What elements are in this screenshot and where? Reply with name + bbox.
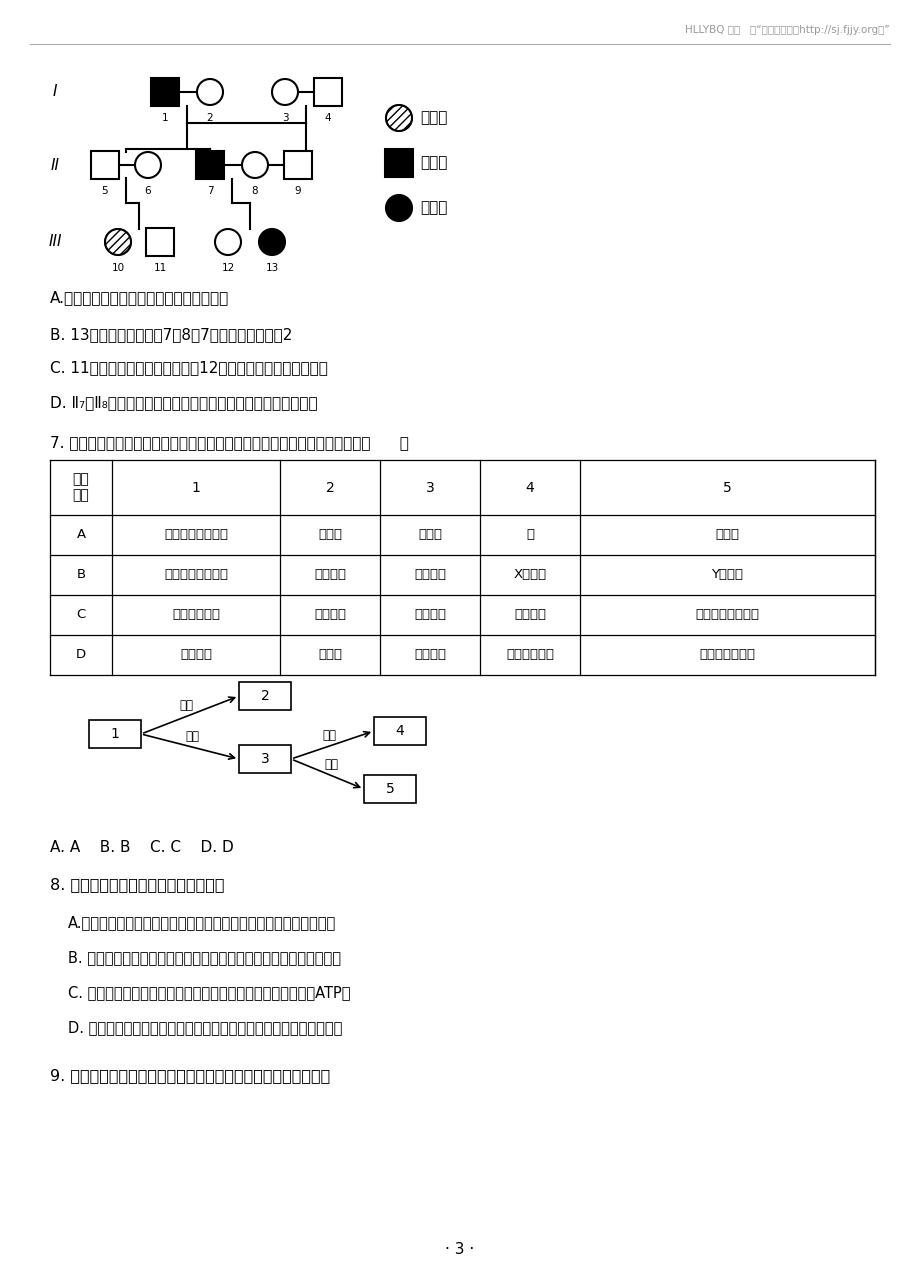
Bar [91, 152, 119, 180]
Bar [374, 717, 425, 745]
Text: D. Ⅱ₇和Ⅱ₈生出两病兼发男孩的概率和两病兼发女孩的概率一样: D. Ⅱ₇和Ⅱ₈生出两病兼发男孩的概率和两病兼发女孩的概率一样 [50, 395, 317, 410]
Circle shape [242, 152, 267, 178]
Text: A.酵母菌经研磨、搅拌、加压过滤后得到的提取液仍可进行呼吸作用: A.酵母菌经研磨、搅拌、加压过滤后得到的提取液仍可进行呼吸作用 [68, 916, 335, 930]
Text: 9: 9 [294, 186, 301, 196]
Text: 4: 4 [324, 113, 331, 124]
Text: B. 13号的致病基因来自7和8，7号的致病基因来自2: B. 13号的致病基因来自7和8，7号的致病基因来自2 [50, 327, 292, 343]
Circle shape [386, 195, 412, 220]
Text: · 3 ·: · 3 · [445, 1242, 474, 1257]
Text: X染色体: X染色体 [513, 568, 546, 581]
Text: 协助（易化）扩散: 协助（易化）扩散 [695, 609, 759, 622]
Text: A. A    B. B    C. C    D. D: A. A B. B C. C D. D [50, 841, 233, 856]
Text: 自由扩散: 自由扩散 [514, 609, 545, 622]
Text: 5: 5 [102, 186, 108, 196]
Circle shape [386, 104, 412, 131]
Text: 性染色体: 性染色体 [414, 568, 446, 581]
Text: 8: 8 [252, 186, 258, 196]
Text: 3: 3 [260, 752, 269, 766]
Text: Y染色体: Y染色体 [710, 568, 743, 581]
Text: 物质跨膜运输: 物质跨膜运输 [172, 609, 220, 622]
Text: 1: 1 [191, 480, 200, 494]
Text: 2: 2 [325, 480, 334, 494]
Text: 分裂期: 分裂期 [318, 648, 342, 661]
Bar [364, 775, 415, 803]
Text: 甲病女: 甲病女 [420, 111, 447, 126]
Text: 4: 4 [525, 480, 534, 494]
Text: 乙病女: 乙病女 [420, 200, 447, 215]
Text: 10: 10 [111, 262, 124, 273]
Text: 有丝分裂: 有丝分裂 [180, 648, 211, 661]
Text: D: D [76, 648, 86, 661]
Text: 5: 5 [722, 480, 732, 494]
Bar [196, 152, 223, 180]
Text: 包括: 包括 [186, 730, 199, 743]
Text: 8. 下列与细胞呼吸有关的叙述正确的是: 8. 下列与细胞呼吸有关的叙述正确的是 [50, 878, 224, 893]
Text: III: III [48, 234, 62, 250]
Text: I: I [52, 84, 57, 99]
Bar [89, 720, 141, 748]
Text: HLLYBQ 整理   供“高中试卷网（http://sj.fjjy.org）”: HLLYBQ 整理 供“高中试卷网（http://sj.fjjy.org）” [685, 25, 889, 34]
Text: B. 缺氧时有氧呼吸的第三阶段无法进行，但是第一、二阶段不受影响: B. 缺氧时有氧呼吸的第三阶段无法进行，但是第一、二阶段不受影响 [68, 950, 341, 966]
Circle shape [272, 79, 298, 104]
Text: A.甲病为常染色体隐性遗传病，乙病为色盲: A.甲病为常染色体隐性遗传病，乙病为色盲 [50, 290, 229, 306]
Text: 11: 11 [153, 262, 166, 273]
Text: 无机盐: 无机盐 [715, 529, 739, 541]
Text: 染色单体分离: 染色单体分离 [505, 648, 553, 661]
Text: 包括: 包括 [179, 699, 193, 712]
Text: C: C [76, 609, 85, 622]
Text: 3: 3 [281, 113, 288, 124]
Circle shape [135, 152, 161, 178]
Text: 水: 水 [526, 529, 533, 541]
Text: 包括: 包括 [322, 729, 336, 741]
Text: 2: 2 [260, 689, 269, 703]
Text: B: B [76, 568, 85, 581]
Text: 常染色体: 常染色体 [313, 568, 346, 581]
Text: 1: 1 [162, 113, 168, 124]
Circle shape [105, 229, 130, 255]
Text: 9. 下列实验中实验材料、试剂或者操作与实验目的不相符合的是: 9. 下列实验中实验材料、试剂或者操作与实验目的不相符合的是 [50, 1069, 330, 1083]
Text: 组成细胞的化合物: 组成细胞的化合物 [164, 529, 228, 541]
Text: 3: 3 [425, 480, 434, 494]
Text: 乙病男: 乙病男 [420, 155, 447, 171]
Text: 7: 7 [207, 186, 213, 196]
Circle shape [259, 229, 285, 255]
Bar [239, 682, 290, 710]
Bar [146, 228, 174, 256]
Bar [151, 78, 179, 106]
Bar [284, 152, 312, 180]
Text: 同源染色体分离: 同源染色体分离 [698, 648, 754, 661]
Text: D. 细胞无线粒体时只能进行无氧呼吸，有线粒体时仍可进行无氧呼吸: D. 细胞无线粒体时只能进行无氧呼吸，有线粒体时仍可进行无氧呼吸 [68, 1020, 342, 1036]
Text: 主动运输: 主动运输 [313, 609, 346, 622]
Text: 2: 2 [207, 113, 213, 124]
Text: II: II [51, 158, 60, 172]
Bar [239, 745, 290, 773]
Text: 4: 4 [395, 724, 404, 738]
Text: 1: 1 [110, 727, 119, 741]
Text: 框号
选项: 框号 选项 [73, 473, 89, 503]
Text: C. 11号携带甲致病基因的几率比12号携带乙致病基因的几率大: C. 11号携带甲致病基因的几率比12号携带乙致病基因的几率大 [50, 361, 327, 376]
Bar [313, 78, 342, 106]
Text: 无机物: 无机物 [417, 529, 441, 541]
Circle shape [197, 79, 222, 104]
Text: 7. 将与生物学有关的内容依次填入图中各框中，其中包含关系错误的选项是（      ）: 7. 将与生物学有关的内容依次填入图中各框中，其中包含关系错误的选项是（ ） [50, 436, 408, 451]
Text: A: A [76, 529, 85, 541]
Circle shape [215, 229, 241, 255]
Text: 有机物: 有机物 [318, 529, 342, 541]
Text: 被动运输: 被动运输 [414, 609, 446, 622]
Text: 12: 12 [221, 262, 234, 273]
Text: 6: 6 [144, 186, 151, 196]
Text: C. 细胞呼吸包含一系列的放能反应，但仅有少部分能量储存到ATP中: C. 细胞呼吸包含一系列的放能反应，但仅有少部分能量储存到ATP中 [68, 986, 350, 1000]
Text: 5: 5 [385, 782, 394, 796]
Text: 包括: 包括 [324, 758, 338, 771]
Text: 分裂间期: 分裂间期 [414, 648, 446, 661]
Text: 人体细胞的染色体: 人体细胞的染色体 [164, 568, 228, 581]
Bar [384, 149, 413, 177]
Text: 13: 13 [265, 262, 278, 273]
